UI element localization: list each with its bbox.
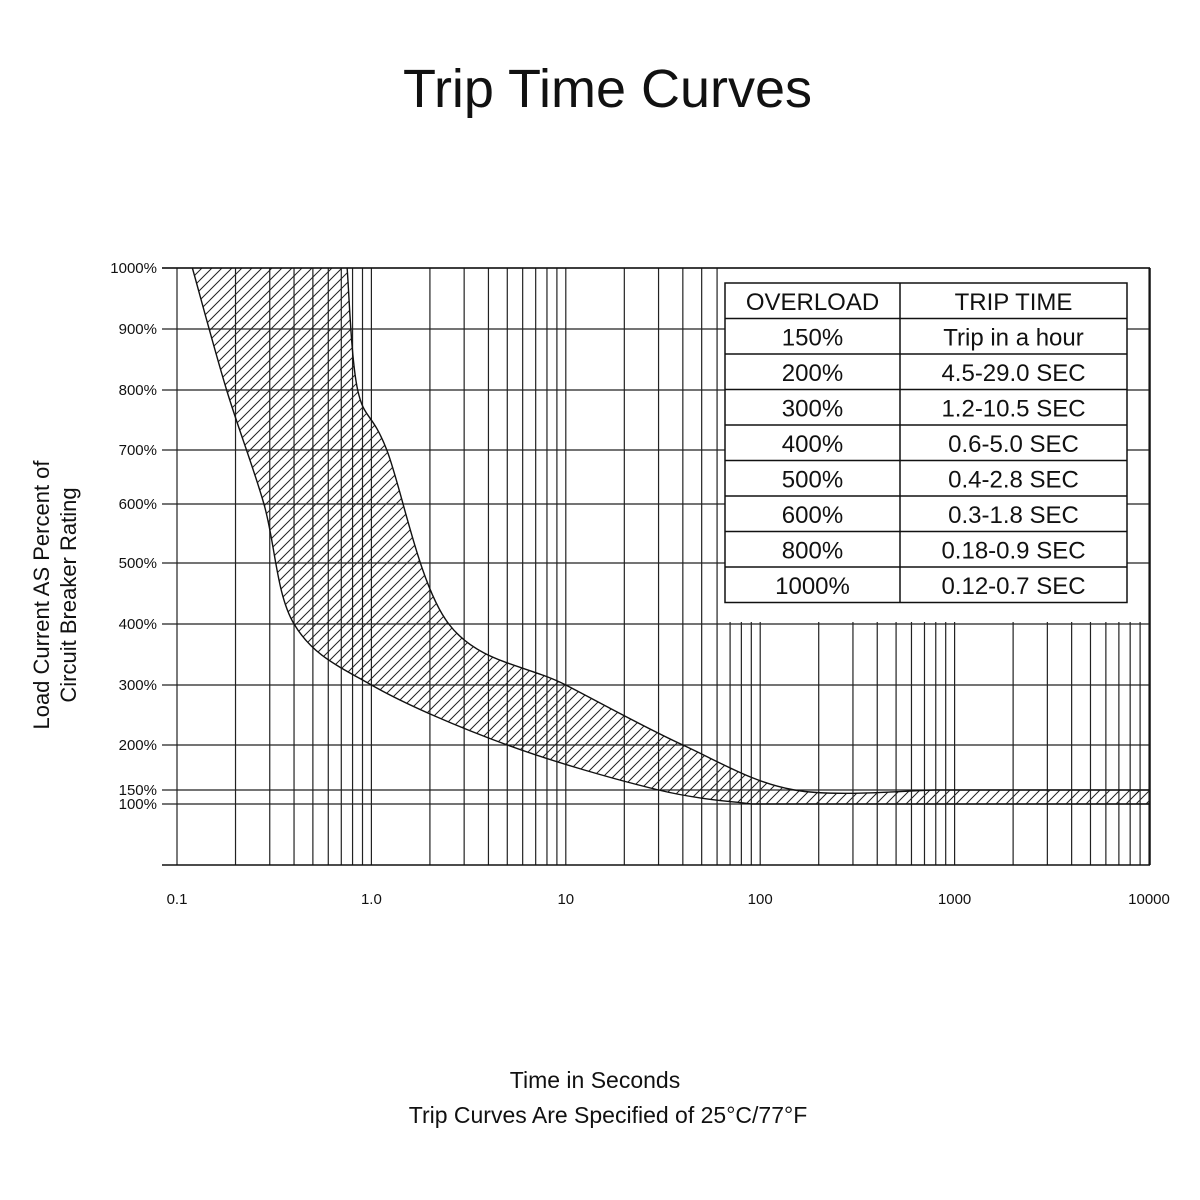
chart-title: Trip Time Curves	[402, 59, 813, 119]
x-tick-label: 0.1	[167, 891, 188, 908]
table-header-overload: OVERLOAD	[746, 289, 879, 316]
trip-band-fill	[192, 268, 1150, 804]
plot-frame	[162, 267, 1151, 866]
table-cell-overload: 500%	[782, 467, 843, 494]
table-header-trip-time: TRIP TIME	[955, 289, 1073, 316]
x-tick-label: 10000	[1128, 891, 1170, 908]
table-border	[724, 282, 1128, 604]
table-cell-overload: 800%	[782, 538, 843, 565]
table-cell-trip-time: 0.18-0.9 SEC	[941, 538, 1085, 565]
y-tick-label: 600%	[119, 496, 157, 513]
temperature-note: Trip Curves Are Specified of 25°C/77°F	[408, 1102, 808, 1128]
y-tick-label: 900%	[119, 321, 157, 338]
table-cell-trip-time: 4.5-29.0 SEC	[941, 360, 1085, 387]
x-tick-label: 1000	[938, 891, 971, 908]
table-cell-trip-time: Trip in a hour	[943, 325, 1084, 352]
x-tick-label: 100	[748, 891, 773, 908]
trip-band	[191, 268, 1150, 805]
overload-table: OVERLOAD TRIP TIME 150% Trip in a hour 200% 4…	[724, 282, 1128, 604]
y-tick-label: 1000%	[110, 260, 157, 277]
y-tick-label: 300%	[119, 677, 157, 694]
slow-trip-curve	[346, 268, 1149, 795]
y-tick-label: 500%	[119, 555, 157, 572]
x-tick-labels: 0.1 1.0 10 100 1000 10000	[167, 891, 1170, 908]
table-cell-overload: 200%	[782, 360, 843, 387]
x-axis-label: Time in Seconds	[509, 1067, 681, 1093]
y-tick-label: 100%	[119, 796, 157, 813]
table-cell-overload: 400%	[782, 431, 843, 458]
y-tick-label: 150%	[119, 782, 157, 799]
table-cell-trip-time: 1.2-10.5 SEC	[941, 396, 1085, 423]
y-tick-labels: 1000% 900% 800% 700% 600% 500% 400% 300% 200% 150…	[110, 260, 157, 813]
table-cell-overload: 150%	[782, 325, 843, 352]
x-tick-label: 1.0	[361, 891, 382, 908]
y-tick-label: 200%	[119, 737, 157, 754]
table-cell-trip-time: 0.4-2.8 SEC	[948, 467, 1079, 494]
fast-trip-curve	[191, 268, 1149, 805]
table-cell-overload: 300%	[782, 396, 843, 423]
x-tick-label: 10	[557, 891, 574, 908]
table-cell-overload: 1000%	[775, 573, 850, 600]
table-cell-overload: 600%	[782, 502, 843, 529]
table-cell-trip-time: 0.6-5.0 SEC	[948, 431, 1079, 458]
y-tick-label: 400%	[119, 616, 157, 633]
table-cell-trip-time: 0.3-1.8 SEC	[948, 502, 1079, 529]
table-cell-trip-time: 0.12-0.7 SEC	[941, 573, 1085, 600]
y-tick-label: 700%	[119, 442, 157, 459]
y-tick-label: 800%	[119, 382, 157, 399]
